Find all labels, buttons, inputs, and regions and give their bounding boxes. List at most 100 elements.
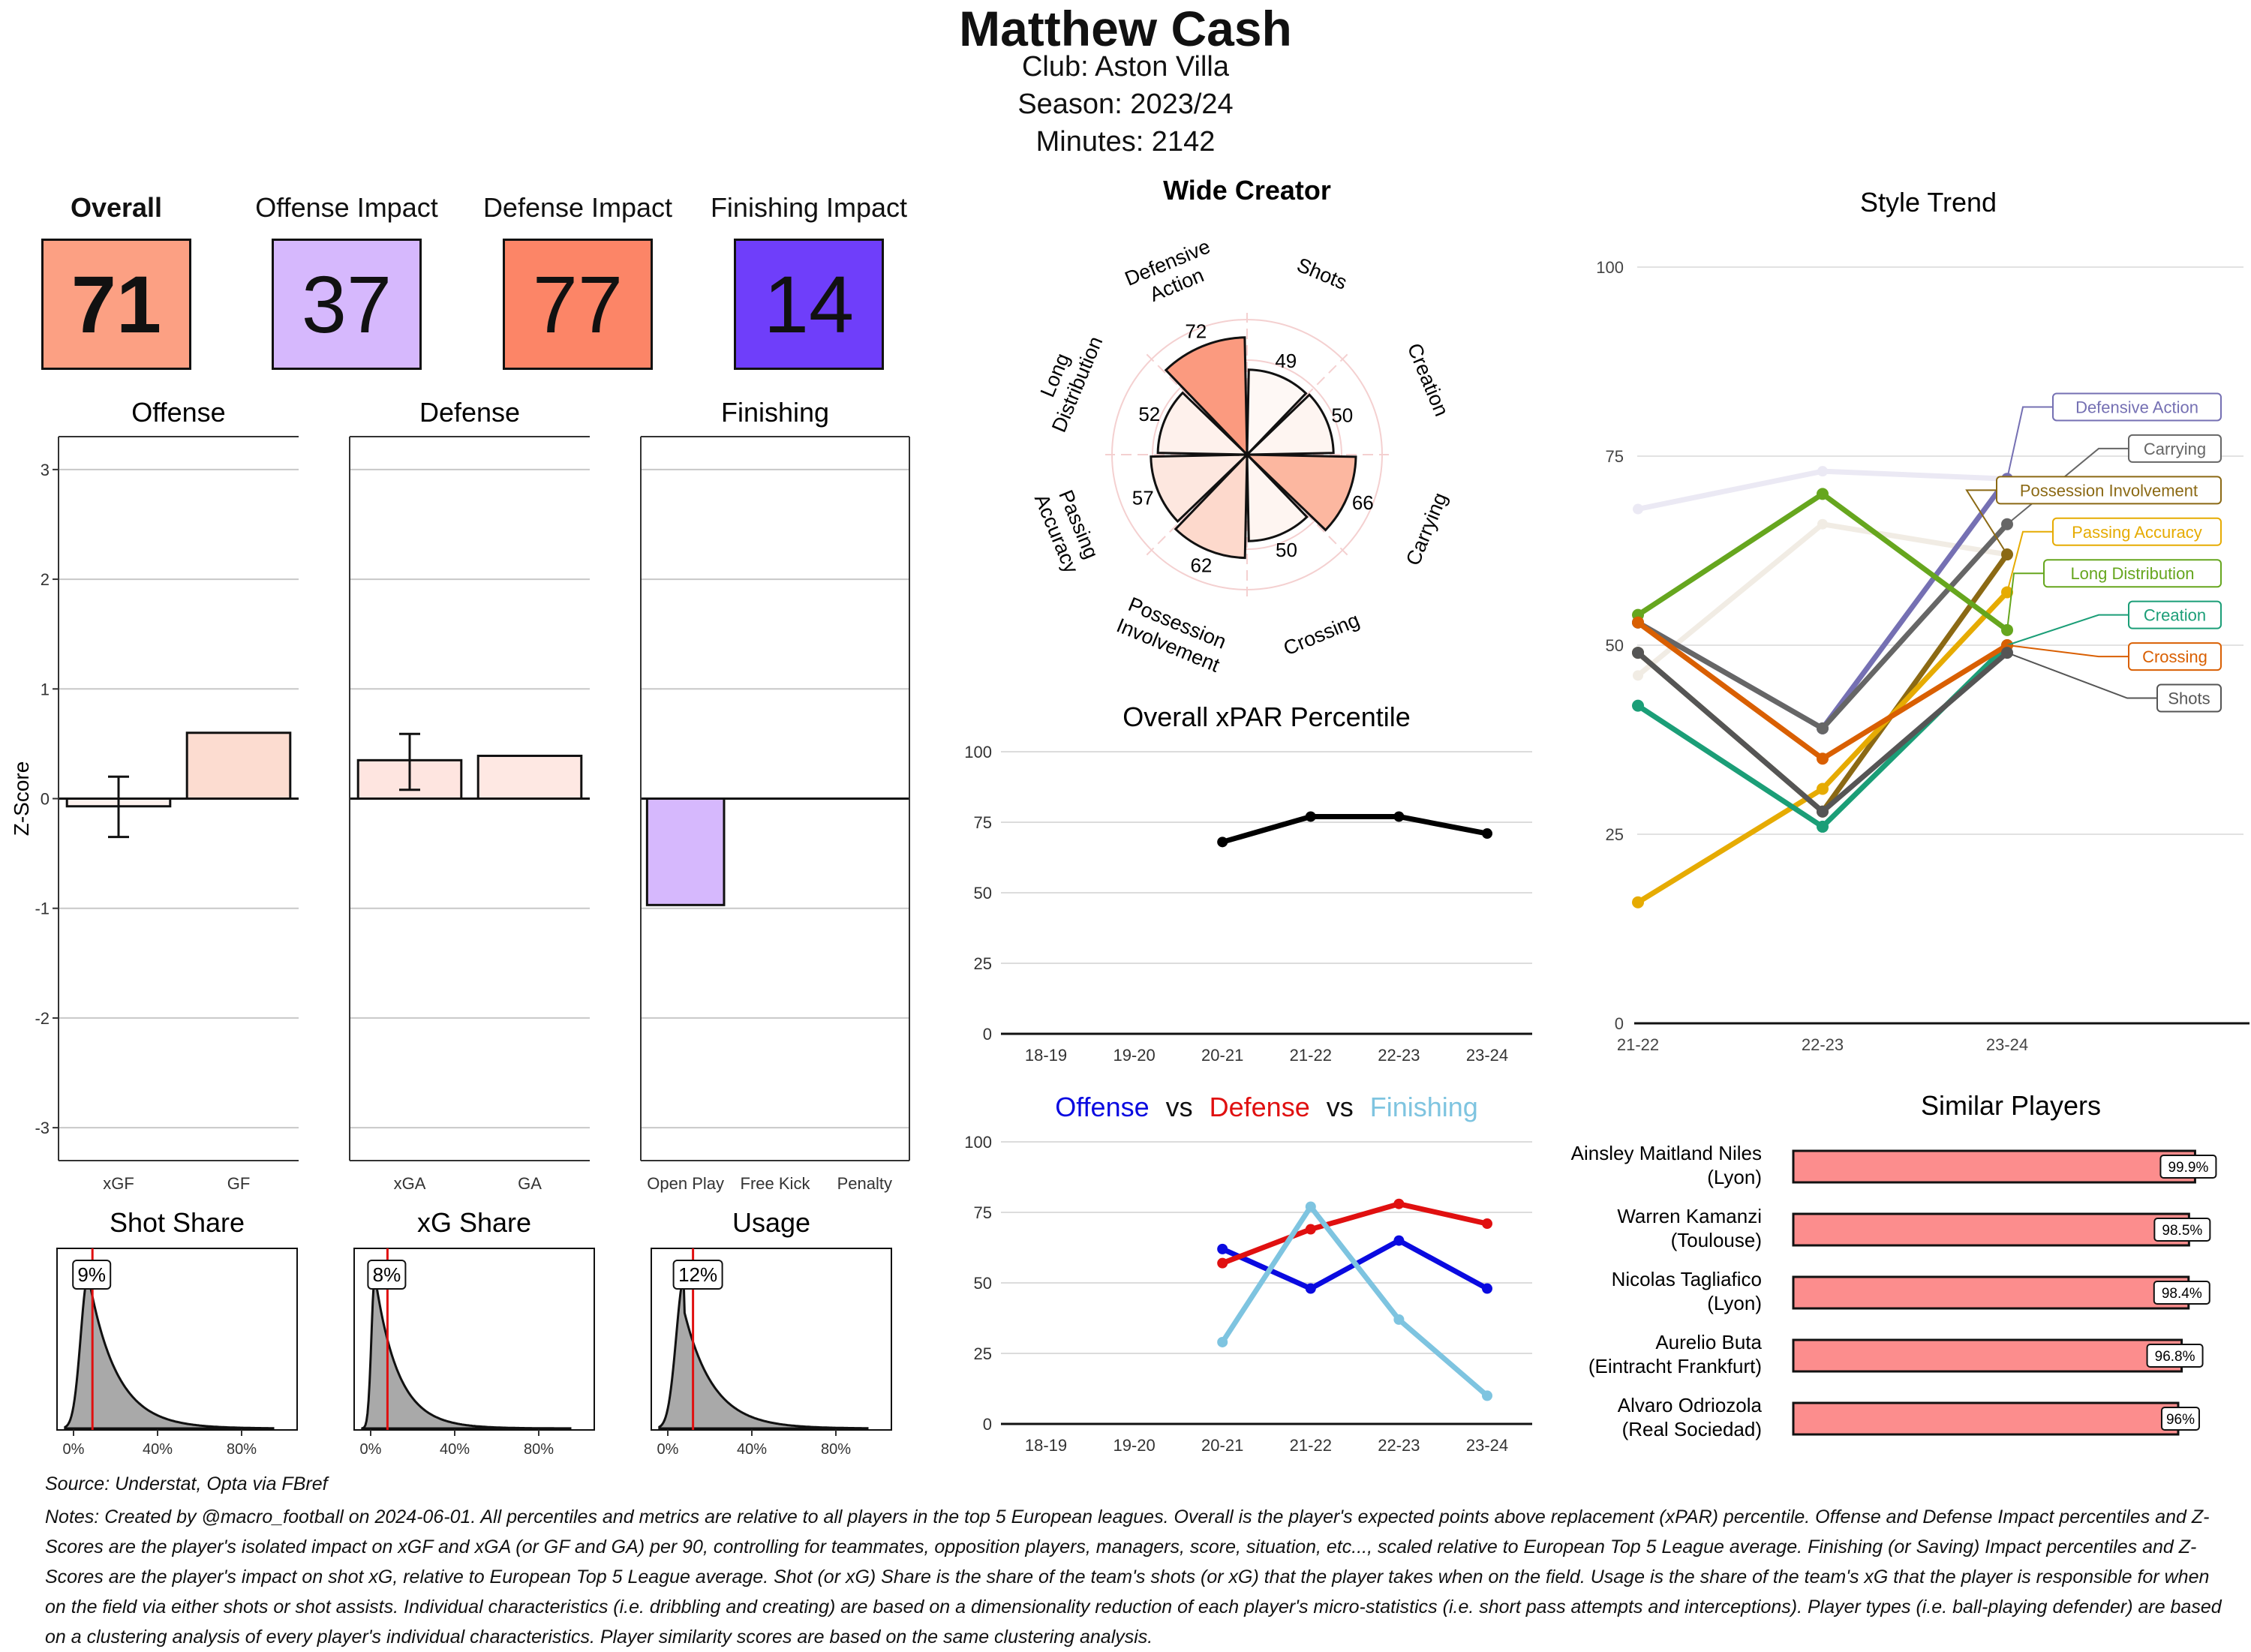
club-line: Club: Aston Villa [1021, 51, 1230, 83]
series-point [1482, 1283, 1492, 1294]
x-tick-label: xGF [103, 1174, 134, 1193]
player-club-label: (Toulouse) [1671, 1229, 1762, 1251]
radar-value-label: 50 [1331, 404, 1353, 427]
radar-axis-label-line: Crossing [1280, 608, 1363, 659]
radar-axis-label: PossessionInvolvement [1113, 592, 1233, 677]
x-tick-label: 0% [360, 1441, 382, 1458]
series-point [2001, 548, 2013, 561]
marker-label-box [367, 1260, 407, 1290]
radar-axis-label: Crossing [1280, 608, 1363, 659]
radar-axis-label-line: Creation [1403, 340, 1453, 419]
x-tick-label: 40% [440, 1441, 470, 1458]
radar-axis-label: Shots [1294, 254, 1350, 294]
x-tick-label: 22-23 [1378, 1046, 1420, 1065]
x-tick-label: Penalty [837, 1174, 892, 1193]
series-point [1817, 722, 1829, 734]
similarity-bar [1792, 1212, 2190, 1247]
panel-title: Defense [419, 397, 520, 428]
series-label-box [2052, 517, 2222, 546]
y-tick-label: 2 [41, 570, 50, 589]
label-leader [1965, 489, 2008, 555]
chart-title: Overall xPAR Percentile [1122, 701, 1410, 732]
similarity-label: 98.5% [2162, 1223, 2202, 1239]
y-tick-label: 1 [41, 680, 50, 698]
x-tick-label: 19-20 [1113, 1436, 1155, 1455]
y-tick-label: 0 [41, 790, 50, 809]
player-name-label: Ainsley Maitland Niles [1571, 1142, 1762, 1164]
series-label-box [2043, 559, 2222, 588]
x-tick-label: 22-23 [1802, 1035, 1844, 1054]
series-point [1305, 811, 1316, 822]
similarity-bar [1792, 1275, 2190, 1310]
series-point [1217, 837, 1228, 848]
marker-label-box [672, 1260, 723, 1290]
minutes-line: Minutes: 2142 [1035, 126, 1216, 158]
panel-frame [353, 1248, 595, 1431]
chart-title: Style Trend [1860, 187, 1997, 218]
player-club-label: (Lyon) [1707, 1292, 1762, 1314]
series-point [1632, 896, 1644, 909]
series-point [1305, 1201, 1316, 1212]
faded-series-point [1817, 518, 1828, 530]
series-point [1393, 1314, 1405, 1325]
x-tick-label: 22-23 [1378, 1436, 1420, 1455]
series-label: Carrying [2144, 440, 2206, 458]
chart-title: Similar Players [1921, 1090, 2101, 1121]
x-tick-label: 20-21 [1201, 1046, 1243, 1065]
notes-text: Notes: Created by @macro_football on 202… [45, 1506, 2222, 1647]
impact-tile-value: 77 [503, 239, 653, 370]
panel-title: Shot Share [110, 1207, 245, 1238]
series-label-box [2128, 600, 2222, 629]
radar-wedge [1164, 336, 1249, 458]
series-point [1217, 1257, 1228, 1269]
x-tick-label: 18-19 [1025, 1436, 1067, 1455]
series-point [1305, 1283, 1316, 1294]
y-axis-label: Z-Score [10, 761, 33, 837]
panel-frame [651, 1248, 892, 1431]
y-tick-label: 3 [41, 461, 50, 479]
series-line [1636, 477, 2009, 731]
faded-series-point [1633, 503, 1643, 515]
similarity-bar [1792, 1338, 2183, 1373]
y-tick-label: 0 [983, 1415, 992, 1434]
similarity-bar [1792, 1149, 2196, 1184]
player-name-label: Nicolas Tagliafico [1612, 1268, 1762, 1290]
series-point [1632, 647, 1644, 659]
y-tick-label: 25 [974, 954, 992, 973]
player-name-label: Alvaro Odriozola [1618, 1394, 1763, 1416]
x-tick-label: 21-22 [1617, 1035, 1659, 1054]
player-name: Matthew Cash [959, 1, 1292, 56]
similarity-label-box [2160, 1407, 2200, 1431]
x-tick-label: 40% [143, 1441, 173, 1458]
similarity-label: 98.4% [2162, 1286, 2202, 1302]
radar-wedge [1246, 452, 1309, 542]
radar-ring [1152, 359, 1342, 550]
y-tick-label: -1 [35, 900, 50, 918]
series-label: Creation [2144, 606, 2206, 625]
series-point [1482, 1390, 1492, 1401]
series-label-box [2128, 642, 2222, 671]
marker-label: 9% [77, 1263, 106, 1286]
series-label: Defensive Action [2075, 398, 2198, 416]
x-tick-label: 23-24 [1466, 1046, 1508, 1065]
series-point [1393, 1235, 1405, 1246]
chart-title: Offense vs Defense vs Finishing [1055, 1092, 1478, 1122]
radar-wedge [1244, 453, 1357, 532]
density-area [361, 1275, 572, 1430]
radar-wedge [1244, 393, 1335, 456]
chart-title-part: Finishing [1370, 1092, 1478, 1122]
chart-title-part: Defense [1210, 1092, 1310, 1122]
chart-title-part: vs [1327, 1092, 1354, 1122]
panel-title: xG Share [417, 1207, 531, 1238]
radar-axis-label: DefensiveAction [1122, 235, 1223, 312]
series-point [1217, 1243, 1228, 1254]
radar-axis-label: Carrying [1402, 489, 1452, 569]
series-point [1817, 488, 1829, 500]
series-label: Shots [2168, 689, 2210, 708]
impact-tile-value: 71 [41, 239, 191, 370]
density-area [658, 1276, 869, 1430]
radar-axis-label: LongDistribution [1025, 324, 1107, 436]
radar-axis-label: Creation [1403, 340, 1453, 419]
similarity-label: 99.9% [2168, 1160, 2208, 1176]
x-tick-label: 0% [63, 1441, 85, 1458]
